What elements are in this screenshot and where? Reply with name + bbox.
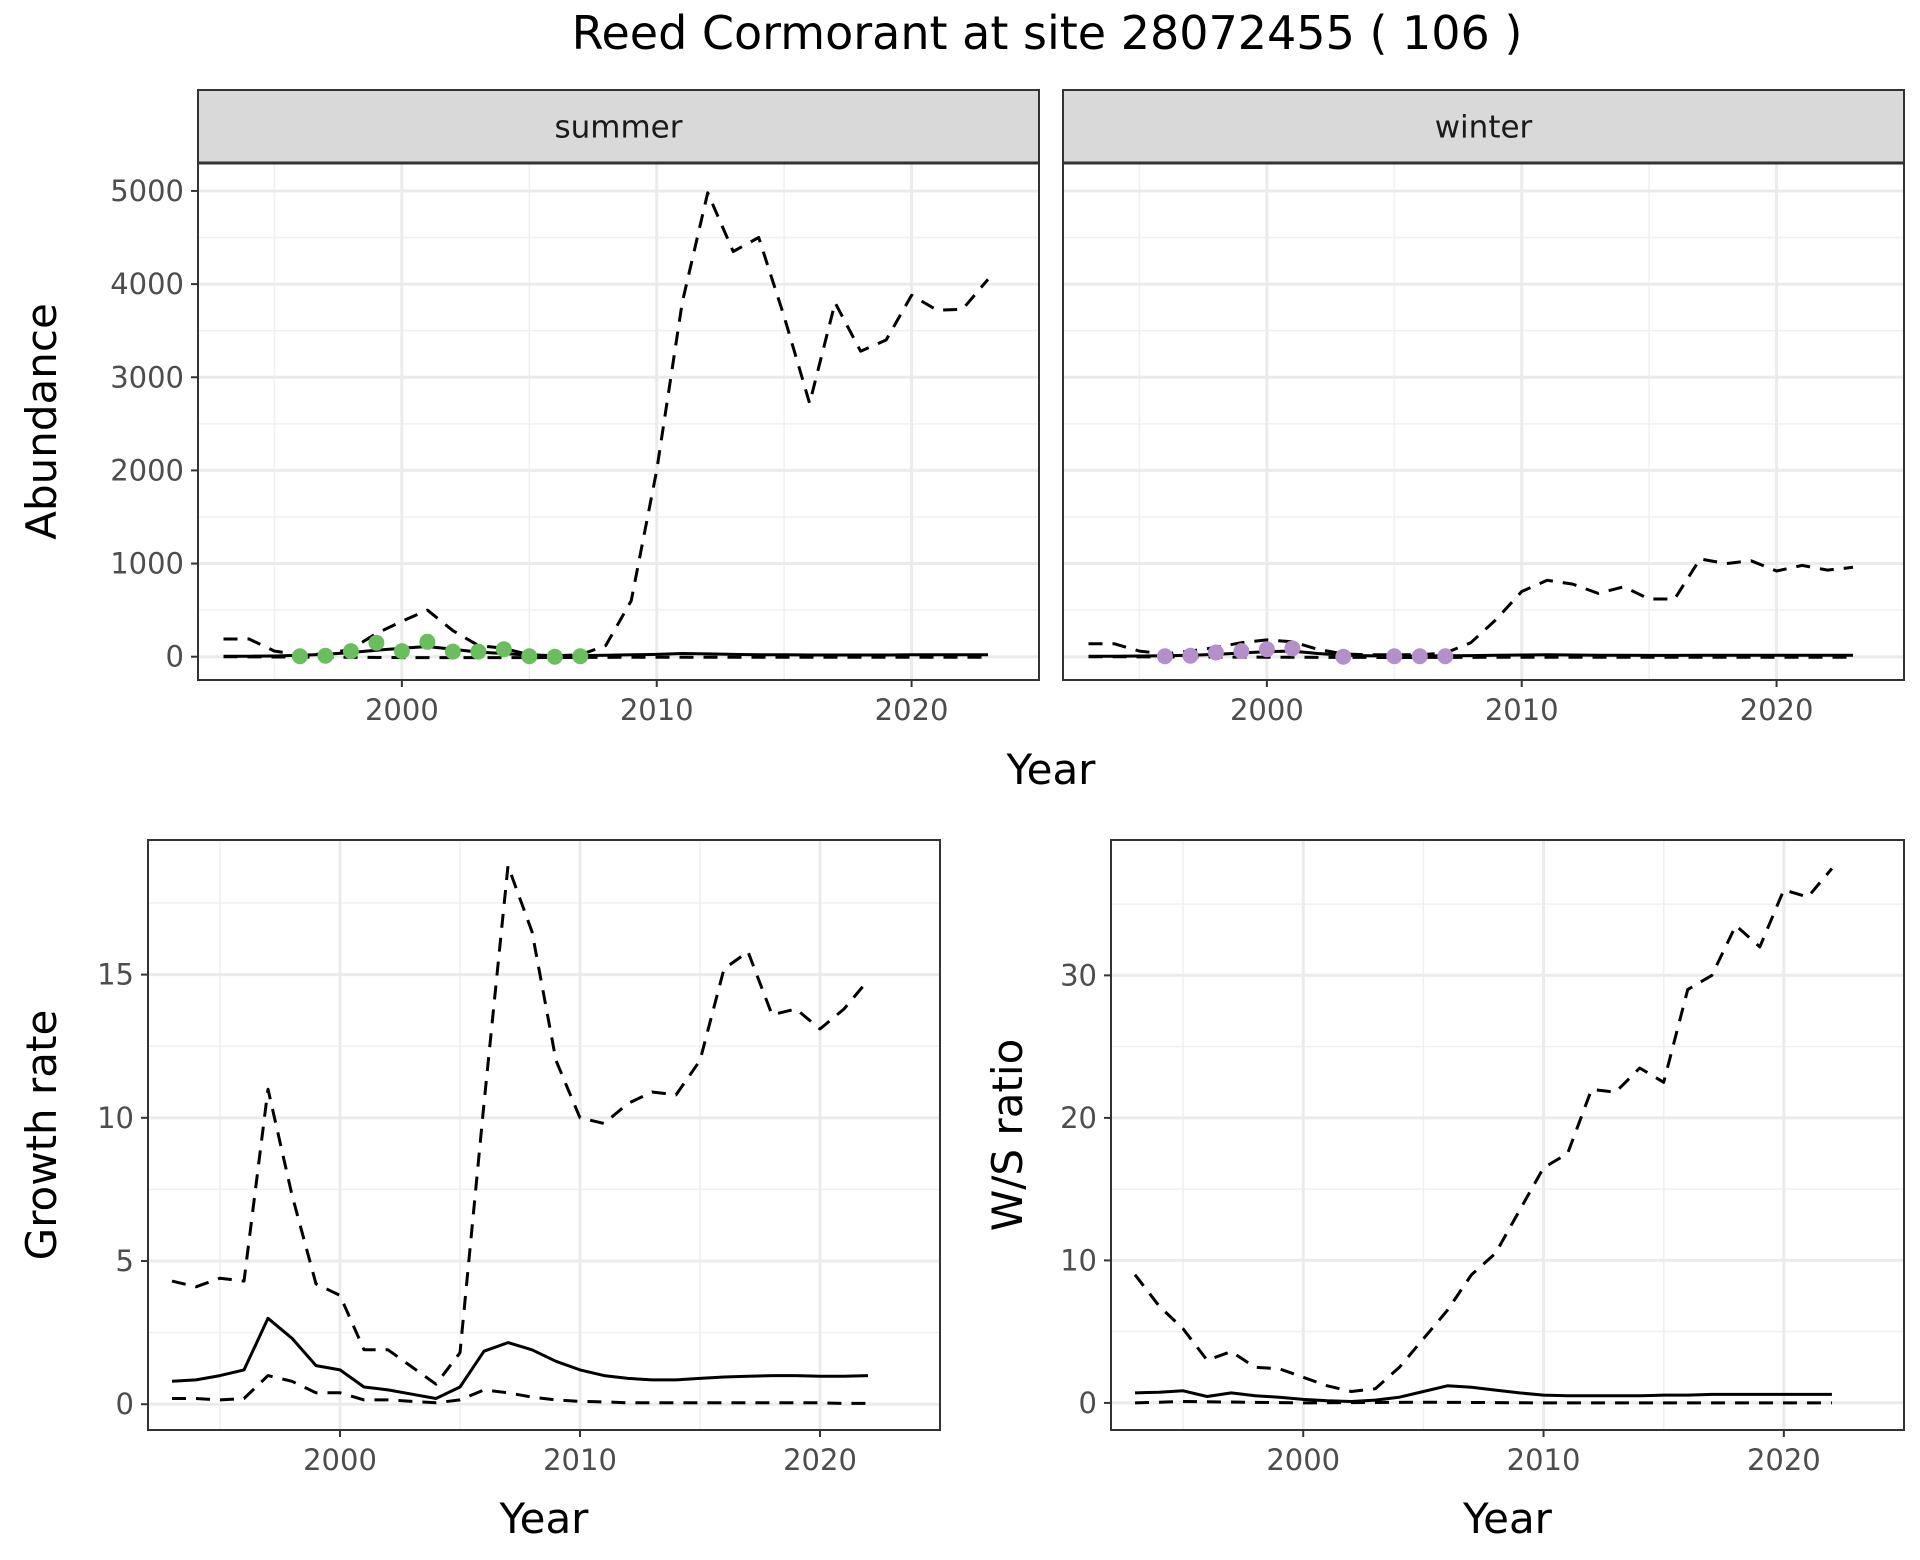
data-point: [291, 648, 308, 665]
panel-winter: 2000 2010 2020 winter: [1062, 89, 1905, 727]
facet-strip-label: summer: [554, 110, 682, 146]
data-point: [546, 648, 563, 665]
data-point: [1284, 640, 1301, 657]
data-point: [521, 648, 538, 665]
x-tick-label: 2020: [875, 693, 949, 727]
series-line-dashed-0: [1133, 867, 1834, 1393]
y-tick-label: 30: [1060, 958, 1097, 992]
y-tick-label: 4000: [110, 267, 184, 301]
data-point: [1207, 644, 1224, 661]
series-line-dashed-2: [1134, 1400, 1832, 1405]
data-point: [1258, 641, 1275, 658]
plots-layer: 2000 2010 2020010002000300040005000summer2…: [17, 89, 1905, 1543]
y-tick-label: 3000: [110, 360, 184, 394]
y-tick-label: 0: [166, 640, 184, 674]
x-axis-title-growth: Year: [499, 1494, 590, 1543]
y-tick-label: 10: [97, 1101, 134, 1135]
x-tick-label: 2010: [543, 1443, 617, 1477]
series-line-dashed-2: [172, 1374, 868, 1405]
data-point: [1233, 643, 1250, 660]
series-line-solid-1: [1134, 1384, 1832, 1403]
facet-strip-label: winter: [1435, 110, 1533, 146]
data-point: [393, 643, 410, 660]
x-axis-title-abundance: Year: [1006, 745, 1097, 794]
y-tick-label: 5000: [110, 174, 184, 208]
panel-border: [147, 839, 941, 1431]
y-tick-label: 0: [1079, 1386, 1097, 1420]
x-tick-label: 2000: [1266, 1443, 1340, 1477]
facet-strip: [1062, 89, 1905, 164]
x-tick-label: 2000: [365, 693, 439, 727]
data-point: [1437, 648, 1454, 665]
x-tick-label: 2020: [783, 1443, 857, 1477]
y-tick-label: 20: [1060, 1101, 1097, 1135]
data-point: [470, 643, 487, 660]
y-tick-label: 10: [1060, 1243, 1097, 1277]
data-point: [1156, 648, 1173, 665]
y-axis-title-ws-ratio: W/S ratio: [983, 1039, 1032, 1232]
panel-border: [1110, 839, 1905, 1431]
data-point: [572, 648, 589, 665]
y-axis-title-growth: Growth rate: [17, 1010, 66, 1261]
data-point: [444, 643, 461, 660]
main-title: Reed Cormorant at site 28072455 ( 106 ): [572, 6, 1523, 60]
y-tick-label: 0: [116, 1387, 134, 1421]
panel-summer: 2000 2010 2020 0 1000 2000 3000 4000 5000 summer: [110, 89, 1040, 727]
x-tick-label: 2000: [1230, 693, 1304, 727]
facet-strip: [197, 89, 1040, 164]
series-line-solid-1: [223, 645, 988, 658]
series-line-solid-1: [171, 1316, 869, 1400]
x-tick-label: 2000: [303, 1443, 377, 1477]
x-axis-title-ws-ratio: Year: [1462, 1494, 1553, 1543]
x-tick-label: 2010: [1485, 693, 1559, 727]
panel-growth: 2000 2010 2020 0 5 10 15: [97, 839, 941, 1477]
y-axis-title-abundance: Abundance: [17, 303, 66, 540]
y-tick-label: 15: [97, 958, 134, 992]
data-point: [1335, 648, 1352, 665]
y-tick-label: 1000: [110, 547, 184, 581]
data-point: [1411, 648, 1428, 665]
data-point: [1182, 647, 1199, 664]
y-tick-label: 5: [116, 1244, 134, 1278]
data-point: [317, 647, 334, 664]
x-tick-label: 2020: [1740, 693, 1814, 727]
y-tick-label: 2000: [110, 453, 184, 487]
series-line-solid-1: [1088, 649, 1853, 658]
data-point: [368, 634, 385, 651]
data-point: [1386, 648, 1403, 665]
data-point: [419, 633, 436, 650]
x-tick-label: 2020: [1747, 1443, 1821, 1477]
data-point: [495, 641, 512, 658]
series-line-dashed-0: [1088, 557, 1854, 657]
x-tick-label: 2010: [1507, 1443, 1581, 1477]
data-point: [342, 643, 359, 660]
panel-ws: 2000 2010 2020 0 10 20 30: [1060, 839, 1905, 1477]
x-tick-label: 2010: [620, 693, 694, 727]
series-line-dashed-0: [171, 864, 870, 1386]
